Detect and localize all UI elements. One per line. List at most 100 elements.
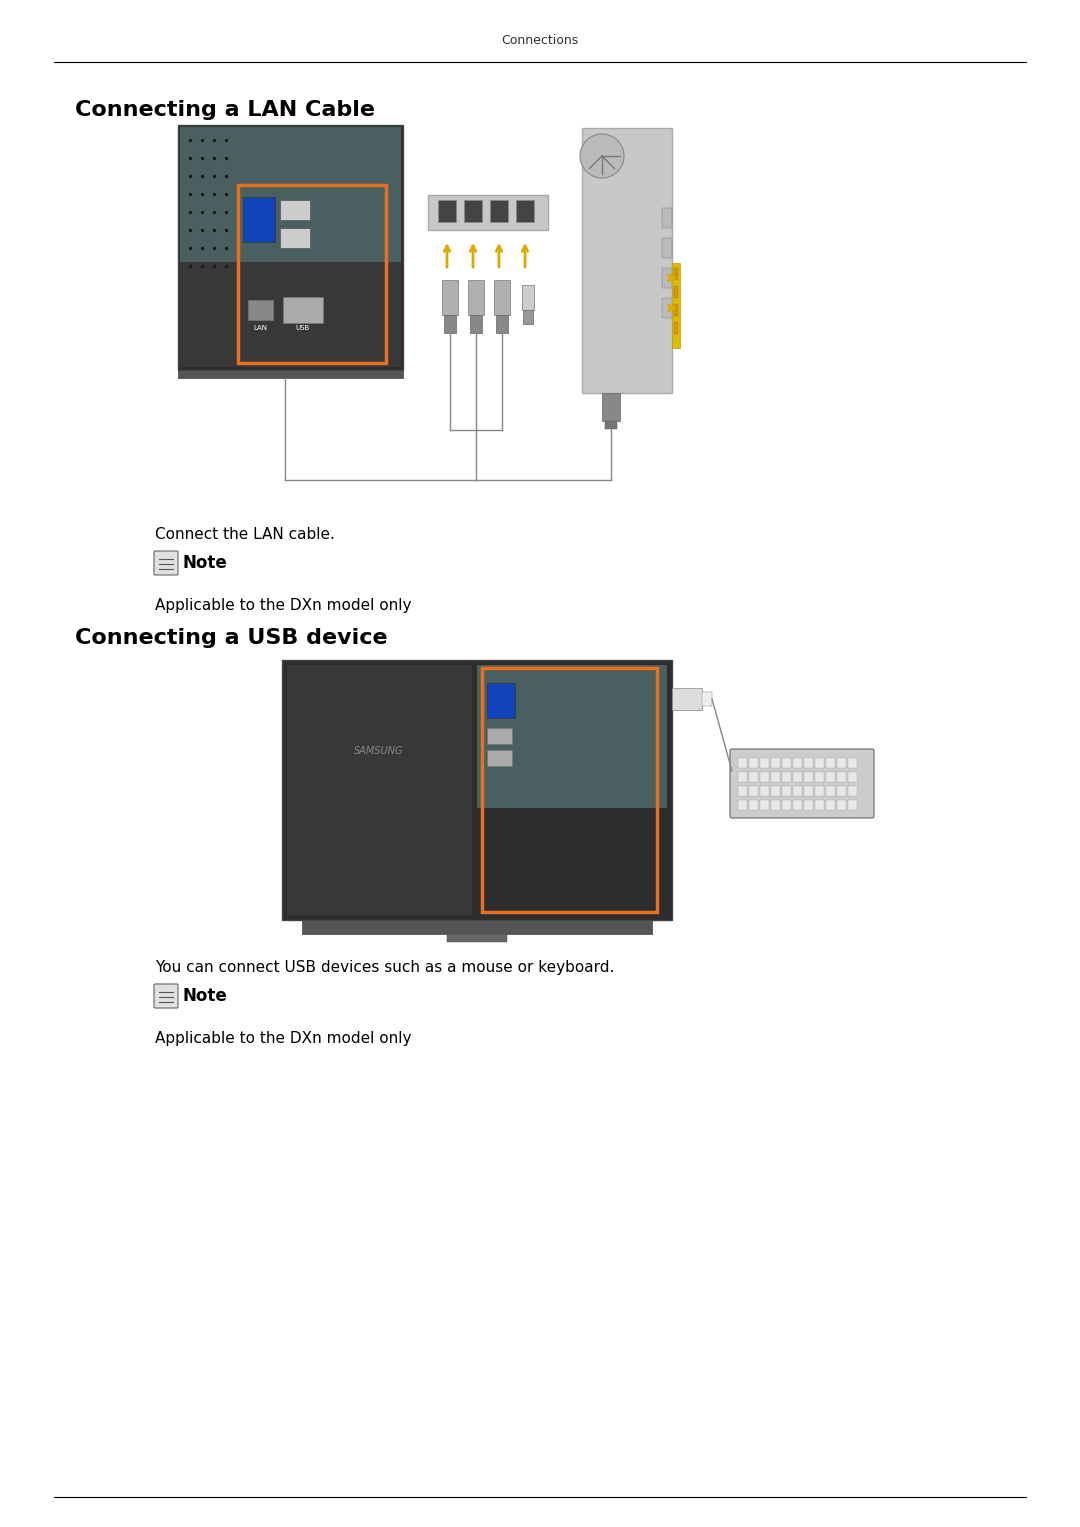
Bar	[738, 786, 747, 796]
Bar	[738, 757, 747, 768]
Bar	[815, 800, 824, 809]
Bar	[750, 800, 758, 809]
Bar	[672, 689, 702, 710]
Bar	[428, 195, 548, 231]
Bar	[464, 200, 482, 221]
Bar	[487, 750, 512, 767]
Bar	[662, 269, 672, 289]
Bar	[848, 800, 858, 809]
Text: SAMSUNG: SAMSUNG	[354, 747, 404, 756]
Bar	[848, 757, 858, 768]
Bar	[674, 304, 678, 316]
Bar	[702, 692, 712, 705]
Bar	[672, 263, 680, 348]
Bar	[826, 773, 835, 782]
Text: You can connect USB devices such as a mouse or keyboard.: You can connect USB devices such as a mo…	[156, 960, 615, 976]
Bar	[804, 786, 813, 796]
Bar	[750, 773, 758, 782]
Bar	[674, 322, 678, 334]
Bar	[280, 228, 310, 247]
Bar	[238, 185, 386, 363]
Bar	[438, 200, 456, 221]
Bar	[282, 660, 672, 919]
Bar	[760, 786, 769, 796]
Bar	[804, 773, 813, 782]
Bar	[180, 127, 401, 261]
Text: Note: Note	[183, 986, 228, 1005]
Bar	[470, 315, 482, 333]
Bar	[793, 773, 802, 782]
Bar	[477, 664, 667, 808]
Bar	[815, 786, 824, 796]
Bar	[815, 757, 824, 768]
Bar	[826, 757, 835, 768]
Bar	[302, 919, 652, 935]
Bar	[248, 299, 273, 321]
Bar	[848, 773, 858, 782]
Bar	[178, 370, 403, 379]
Text: LAN: LAN	[253, 325, 267, 331]
Bar	[516, 200, 534, 221]
Text: Applicable to the DXn model only: Applicable to the DXn model only	[156, 599, 411, 612]
Bar	[848, 786, 858, 796]
Bar	[826, 800, 835, 809]
FancyBboxPatch shape	[154, 551, 178, 576]
Bar	[487, 728, 512, 744]
Bar	[468, 279, 484, 315]
Bar	[782, 800, 791, 809]
Bar	[760, 773, 769, 782]
Text: Note: Note	[183, 554, 228, 573]
Bar	[662, 298, 672, 318]
Bar	[605, 421, 617, 429]
FancyBboxPatch shape	[730, 750, 874, 818]
Bar	[523, 310, 534, 324]
Bar	[815, 773, 824, 782]
Bar	[447, 935, 507, 942]
Bar	[837, 773, 846, 782]
Bar	[771, 786, 780, 796]
Bar	[771, 773, 780, 782]
Bar	[837, 786, 846, 796]
Bar	[771, 800, 780, 809]
Bar	[826, 786, 835, 796]
Bar	[280, 200, 310, 220]
Circle shape	[580, 134, 624, 179]
Bar	[674, 286, 678, 298]
Text: Connecting a USB device: Connecting a USB device	[75, 628, 388, 647]
Bar	[837, 757, 846, 768]
Bar	[662, 208, 672, 228]
Bar	[837, 800, 846, 809]
Bar	[738, 773, 747, 782]
Bar	[793, 786, 802, 796]
Bar	[760, 800, 769, 809]
Bar	[602, 392, 620, 421]
Bar	[444, 315, 456, 333]
Bar	[178, 125, 403, 370]
Bar	[793, 800, 802, 809]
Text: USB: USB	[296, 325, 310, 331]
Bar	[180, 261, 401, 366]
Bar	[522, 286, 534, 310]
Bar	[793, 757, 802, 768]
FancyBboxPatch shape	[154, 983, 178, 1008]
Bar	[750, 786, 758, 796]
Bar	[804, 757, 813, 768]
Bar	[782, 773, 791, 782]
Bar	[674, 269, 678, 279]
Text: Applicable to the DXn model only: Applicable to the DXn model only	[156, 1031, 411, 1046]
Bar	[482, 667, 657, 912]
Bar	[782, 786, 791, 796]
Text: Connecting a LAN Cable: Connecting a LAN Cable	[75, 99, 375, 121]
Bar	[487, 683, 515, 718]
Text: Connect the LAN cable.: Connect the LAN cable.	[156, 527, 335, 542]
Bar	[494, 279, 510, 315]
Bar	[582, 128, 672, 392]
Bar	[782, 757, 791, 768]
Bar	[738, 800, 747, 809]
Bar	[287, 664, 472, 915]
Bar	[662, 238, 672, 258]
Bar	[771, 757, 780, 768]
Bar	[442, 279, 458, 315]
Bar	[804, 800, 813, 809]
Bar	[243, 197, 275, 241]
